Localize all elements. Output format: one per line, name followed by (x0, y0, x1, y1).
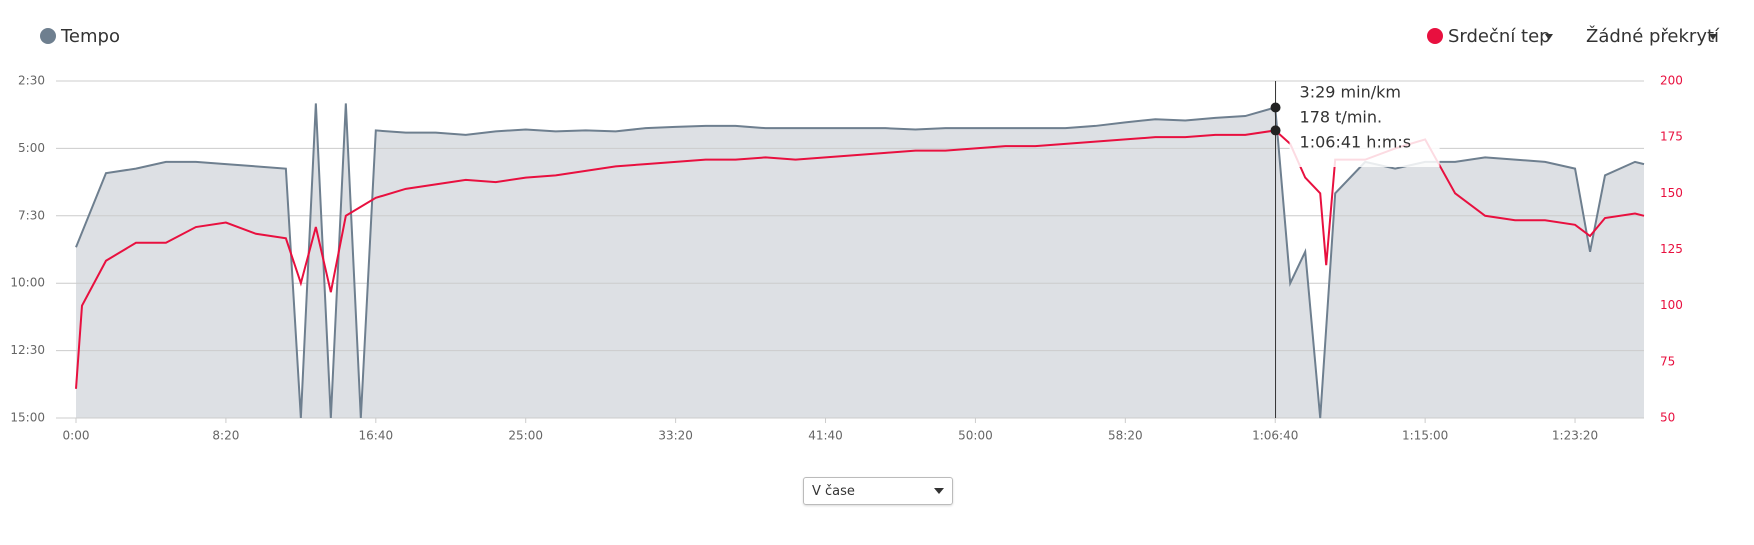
legend-marker (1427, 28, 1443, 44)
series-line (75, 103, 1645, 419)
dropdown-arrow (1709, 34, 1717, 40)
x-tick-label: 8:20 (212, 429, 239, 443)
tooltip-line: 3:29 min/km (1300, 83, 1401, 102)
y2-tick-label: 200 (1660, 74, 1683, 88)
dropdown-arrow (1545, 34, 1553, 40)
x-tick-label: 16:40 (359, 429, 394, 443)
y2-tick-label: 100 (1660, 298, 1683, 312)
x-tick-label: 33:20 (658, 429, 693, 443)
x-tick-label: 0:00 (63, 429, 90, 443)
tooltip-marker (1270, 125, 1281, 136)
y-tick-label: 2:30 (18, 74, 45, 88)
y2-tick-label: 125 (1660, 242, 1683, 256)
y-tick-label: 7:30 (18, 208, 45, 222)
tooltip-marker (1270, 102, 1281, 113)
tooltip-box (1289, 85, 1440, 167)
y-tick-label: 12:30 (10, 343, 45, 357)
y2-tick-label: 150 (1660, 186, 1683, 200)
tooltip-line: 178 t/min. (1300, 108, 1383, 127)
y-tick-label: 10:00 (10, 276, 45, 290)
x-tick-label: 1:15:00 (1402, 429, 1448, 443)
y2-tick-label: 75 (1660, 354, 1675, 368)
legend-marker (40, 28, 56, 44)
x-tick-label: 1:06:40 (1252, 429, 1298, 443)
y-tick-label: 15:00 (10, 411, 45, 425)
pace-area (76, 103, 1644, 418)
y-tick-label: 5:00 (18, 141, 45, 155)
chart: 2:30 5:00 7:30 10:00 12:30 15:00 50 75 100 125 150… (10, 25, 1720, 443)
y2-tick-label: 50 (1660, 411, 1675, 425)
y2-tick-label: 175 (1660, 130, 1683, 144)
x-mode-select[interactable]: V čase (803, 477, 953, 505)
overlay-label[interactable]: Žádné překrytí (1586, 25, 1720, 47)
x-tick-label: 58:20 (1108, 429, 1143, 443)
tooltip-line: 1:06:41 h:m:s (1300, 133, 1412, 152)
x-tick-label: 41:40 (808, 429, 843, 443)
x-tick-label: 1:23:20 (1552, 429, 1598, 443)
x-mode-label: V čase (812, 484, 855, 499)
legend-label[interactable]: Tempo (60, 26, 120, 47)
x-tick-label: 25:00 (508, 429, 543, 443)
x-tick-label: 50:00 (958, 429, 993, 443)
legend-label[interactable]: Srdeční tep (1448, 26, 1551, 47)
